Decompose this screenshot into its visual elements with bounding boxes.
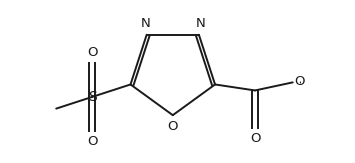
- Text: O: O: [250, 132, 260, 145]
- Text: N: N: [141, 17, 150, 30]
- Text: N: N: [195, 17, 205, 30]
- Text: S: S: [88, 90, 97, 104]
- Text: O: O: [87, 135, 97, 148]
- Text: O: O: [295, 74, 305, 88]
- Text: O: O: [87, 46, 97, 59]
- Text: O: O: [168, 120, 178, 133]
